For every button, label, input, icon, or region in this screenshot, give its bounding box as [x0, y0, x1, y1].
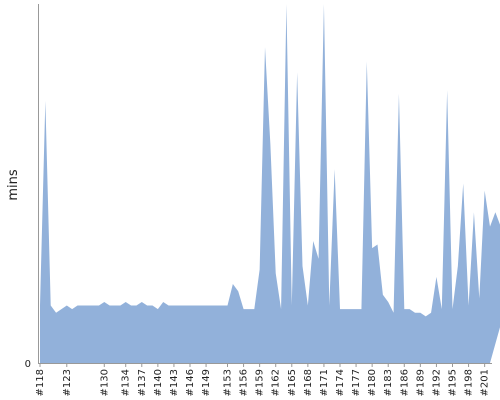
x-tick-label: #192 — [431, 369, 442, 396]
x-tick-label: #153 — [223, 369, 234, 396]
x-tick-label: #143 — [169, 369, 180, 396]
x-tick-label: #137 — [137, 369, 148, 396]
x-tick-label: #146 — [185, 369, 196, 396]
x-tick-label: #168 — [303, 369, 314, 396]
x-tick-label: #149 — [201, 369, 212, 396]
x-tick-label: #159 — [255, 369, 266, 396]
x-tick-label: #162 — [271, 369, 282, 396]
series-area — [40, 4, 500, 363]
x-tick-labels: #118 #123 #130 #134 #137 #140 #143 #146 #149 #153… — [35, 363, 491, 396]
y-tick-label: 0 — [25, 359, 31, 370]
x-tick-label: #195 — [448, 369, 459, 396]
x-tick-label: #123 — [62, 369, 73, 396]
x-tick-label: #189 — [415, 369, 426, 396]
x-tick-label: #118 — [35, 369, 46, 396]
y-axis-label: mins — [6, 169, 21, 201]
x-tick-label: #171 — [319, 369, 330, 396]
x-tick-label: #174 — [335, 369, 346, 396]
x-tick-label: #177 — [351, 369, 362, 396]
x-tick-label: #134 — [121, 369, 132, 396]
x-tick-label: #165 — [287, 369, 298, 396]
x-tick-label: #130 — [99, 369, 110, 396]
x-tick-label: #186 — [399, 369, 410, 396]
x-tick-label: #201 — [480, 369, 491, 396]
x-tick-label: #183 — [383, 369, 394, 396]
x-tick-label: #156 — [239, 369, 250, 396]
x-tick-label: #198 — [464, 369, 475, 396]
x-tick-label: #180 — [367, 369, 378, 396]
x-tick-label: #140 — [153, 369, 164, 396]
